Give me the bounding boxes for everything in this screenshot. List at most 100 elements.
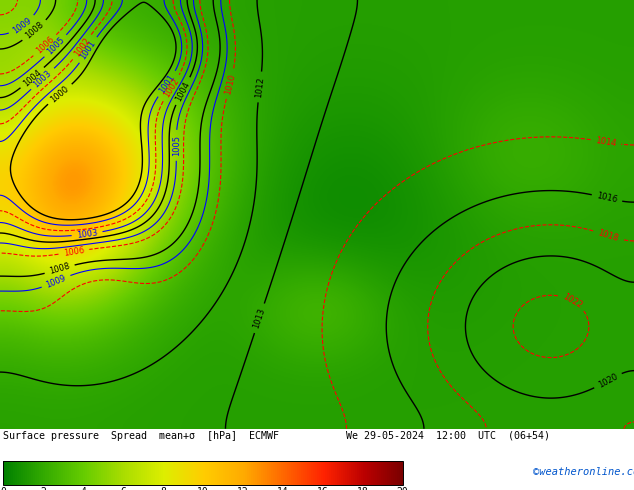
Bar xyxy=(57,461,60,485)
Bar xyxy=(23,461,26,485)
Bar xyxy=(321,461,323,485)
Bar xyxy=(163,461,165,485)
Bar xyxy=(13,461,16,485)
Bar xyxy=(365,461,367,485)
Text: 1014: 1014 xyxy=(595,136,617,148)
Bar xyxy=(103,461,106,485)
Bar xyxy=(141,461,143,485)
Bar xyxy=(333,461,335,485)
Bar xyxy=(79,461,82,485)
Bar xyxy=(227,461,230,485)
Text: 1001: 1001 xyxy=(79,39,98,61)
Bar xyxy=(342,461,346,485)
Bar xyxy=(271,461,273,485)
Bar xyxy=(25,461,28,485)
Bar xyxy=(63,461,66,485)
Text: 1006: 1006 xyxy=(63,245,85,258)
Text: 1001: 1001 xyxy=(157,73,177,95)
Bar xyxy=(378,461,381,485)
Bar xyxy=(139,461,141,485)
Text: 1005: 1005 xyxy=(45,35,67,57)
Bar xyxy=(265,461,268,485)
Bar xyxy=(35,461,38,485)
Bar xyxy=(359,461,361,485)
Bar xyxy=(15,461,18,485)
Bar xyxy=(117,461,120,485)
Text: 1022: 1022 xyxy=(561,292,584,310)
Bar xyxy=(391,461,393,485)
Bar xyxy=(147,461,150,485)
Bar xyxy=(49,461,52,485)
Bar xyxy=(205,461,207,485)
Bar xyxy=(215,461,217,485)
Bar xyxy=(43,461,46,485)
Bar xyxy=(121,461,124,485)
Bar xyxy=(281,461,283,485)
Bar xyxy=(203,461,205,485)
Bar xyxy=(91,461,94,485)
Bar xyxy=(93,461,96,485)
Bar xyxy=(237,461,240,485)
Bar xyxy=(273,461,275,485)
Bar xyxy=(111,461,113,485)
Bar xyxy=(259,461,261,485)
Bar xyxy=(366,461,369,485)
Text: 1005: 1005 xyxy=(172,135,181,156)
Bar xyxy=(351,461,353,485)
Bar xyxy=(165,461,167,485)
Bar xyxy=(179,461,181,485)
Text: 1000: 1000 xyxy=(49,84,71,104)
Bar xyxy=(297,461,299,485)
Bar xyxy=(191,461,193,485)
Bar xyxy=(287,461,289,485)
Bar xyxy=(127,461,129,485)
Bar xyxy=(161,461,164,485)
Bar xyxy=(125,461,127,485)
Bar xyxy=(371,461,373,485)
Bar xyxy=(5,461,8,485)
Bar xyxy=(327,461,329,485)
Bar xyxy=(129,461,132,485)
Bar xyxy=(3,461,403,485)
Text: 6: 6 xyxy=(120,487,126,490)
Text: 1016: 1016 xyxy=(596,192,618,205)
Bar xyxy=(59,461,61,485)
Bar xyxy=(71,461,74,485)
Bar xyxy=(209,461,212,485)
Bar xyxy=(291,461,294,485)
Bar xyxy=(69,461,72,485)
Bar xyxy=(325,461,327,485)
Bar xyxy=(339,461,341,485)
Bar xyxy=(67,461,70,485)
Bar xyxy=(397,461,399,485)
Bar xyxy=(173,461,176,485)
Bar xyxy=(33,461,36,485)
Bar xyxy=(175,461,178,485)
Bar xyxy=(37,461,40,485)
Bar xyxy=(47,461,49,485)
Text: Surface pressure  Spread  mean+σ  [hPa]  ECMWF: Surface pressure Spread mean+σ [hPa] ECM… xyxy=(3,431,279,441)
Bar xyxy=(299,461,301,485)
Bar xyxy=(261,461,264,485)
Bar xyxy=(317,461,320,485)
Text: 1020: 1020 xyxy=(597,372,619,390)
Bar xyxy=(97,461,100,485)
Bar xyxy=(29,461,32,485)
Bar xyxy=(223,461,226,485)
Bar xyxy=(113,461,115,485)
Text: 1013: 1013 xyxy=(252,307,267,330)
Bar xyxy=(305,461,307,485)
Text: ©weatheronline.co.uk: ©weatheronline.co.uk xyxy=(533,466,634,477)
Bar xyxy=(153,461,155,485)
Text: 1003: 1003 xyxy=(76,228,98,240)
Bar xyxy=(9,461,12,485)
Bar xyxy=(157,461,160,485)
Bar xyxy=(385,461,387,485)
Text: 1012: 1012 xyxy=(254,76,266,98)
Bar xyxy=(31,461,34,485)
Bar xyxy=(145,461,148,485)
Bar xyxy=(169,461,172,485)
Bar xyxy=(85,461,87,485)
Bar xyxy=(143,461,146,485)
Bar xyxy=(53,461,56,485)
